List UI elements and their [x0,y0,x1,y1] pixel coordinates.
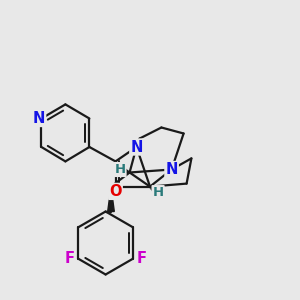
Text: N: N [165,162,178,177]
Polygon shape [108,187,114,211]
Text: N: N [130,140,143,154]
Text: H: H [152,186,164,199]
Text: H: H [114,163,126,176]
Text: N: N [33,111,45,126]
Text: F: F [65,251,75,266]
Text: O: O [109,184,122,199]
Text: F: F [136,251,146,266]
